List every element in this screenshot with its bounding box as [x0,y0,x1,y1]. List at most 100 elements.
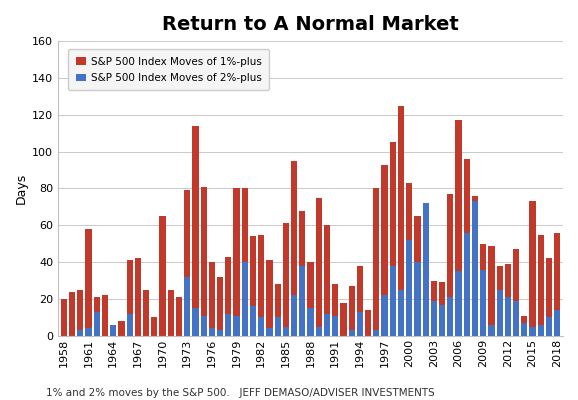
Bar [250,306,256,336]
Bar [234,316,240,336]
Bar [299,210,305,336]
Bar [307,262,314,336]
Bar [283,327,289,336]
Bar [102,295,108,336]
Bar [414,216,421,336]
Bar [225,257,231,336]
Bar [266,260,273,336]
Bar [225,314,231,336]
Bar [513,249,519,336]
Bar [431,301,437,336]
Bar [209,328,215,336]
Bar [497,290,503,336]
Bar [86,328,92,336]
Bar [192,126,199,336]
Bar [357,312,363,336]
Bar [480,244,486,336]
Legend: S&P 500 Index Moves of 1%-plus, S&P 500 Index Moves of 2%-plus: S&P 500 Index Moves of 1%-plus, S&P 500 … [68,49,269,90]
Bar [554,310,560,336]
Bar [349,286,355,336]
Bar [168,290,174,336]
Bar [373,188,379,336]
Bar [61,299,67,336]
Bar [86,229,92,336]
Bar [538,325,544,336]
Bar [340,303,347,336]
Bar [94,312,100,336]
Bar [406,183,412,336]
Bar [414,262,421,336]
Bar [77,290,83,336]
Bar [110,328,116,336]
Bar [472,201,478,336]
Bar [398,290,404,336]
Bar [324,314,330,336]
Bar [151,318,157,336]
Bar [439,282,445,336]
Bar [488,246,495,336]
Bar [349,330,355,336]
Bar [275,318,281,336]
Y-axis label: Days: Days [15,173,28,204]
Bar [513,301,519,336]
Bar [234,188,240,336]
Bar [69,292,75,336]
Bar [357,266,363,336]
Bar [332,316,338,336]
Bar [390,266,396,336]
Bar [521,316,528,336]
Text: 1% and 2% moves by the S&P 500.   JEFF DEMASO/ADVISER INVESTMENTS: 1% and 2% moves by the S&P 500. JEFF DEM… [46,388,435,398]
Bar [201,187,207,336]
Bar [381,164,388,336]
Bar [546,258,552,336]
Bar [77,330,83,336]
Bar [201,316,207,336]
Bar [110,325,116,336]
Bar [464,233,470,336]
Bar [538,234,544,336]
Bar [332,284,338,336]
Bar [546,318,552,336]
Bar [135,258,141,336]
Bar [464,159,470,336]
Bar [258,318,264,336]
Bar [488,325,495,336]
Bar [497,266,503,336]
Bar [505,297,511,336]
Bar [143,290,149,336]
Bar [242,188,248,336]
Bar [94,297,100,336]
Bar [176,297,182,336]
Bar [472,196,478,336]
Bar [423,280,429,336]
Bar [266,328,273,336]
Bar [439,304,445,336]
Bar [390,142,396,336]
Bar [307,308,314,336]
Bar [381,295,388,336]
Bar [480,270,486,336]
Bar [529,201,536,336]
Bar [529,327,536,336]
Bar [398,106,404,336]
Bar [447,194,453,336]
Bar [217,277,223,336]
Bar [209,262,215,336]
Bar [373,330,379,336]
Bar [447,297,453,336]
Bar [299,266,305,336]
Bar [521,323,528,336]
Bar [184,190,190,336]
Bar [160,216,166,336]
Bar [118,321,124,336]
Bar [316,198,322,336]
Bar [316,327,322,336]
Bar [291,295,297,336]
Bar [365,310,371,336]
Bar [324,225,330,336]
Bar [242,262,248,336]
Bar [431,280,437,336]
Bar [127,314,133,336]
Bar [127,260,133,336]
Bar [455,120,462,336]
